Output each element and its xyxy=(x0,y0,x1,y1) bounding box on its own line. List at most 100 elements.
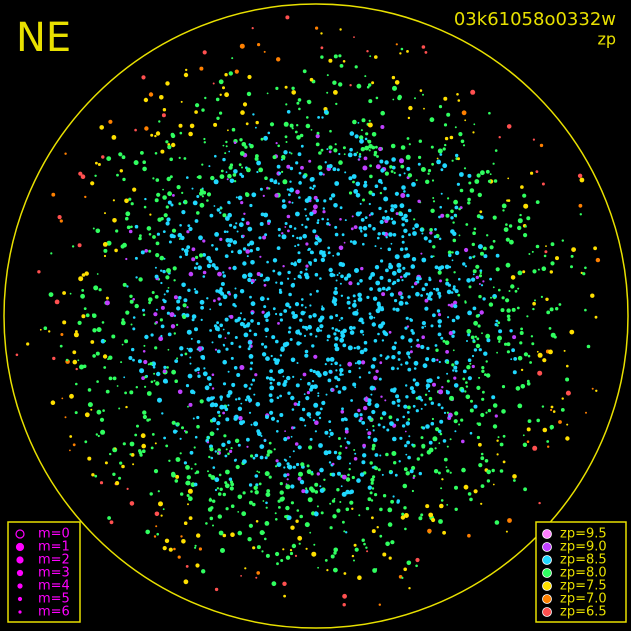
star xyxy=(412,378,416,382)
magnitude-label: m=1 xyxy=(38,540,70,555)
star xyxy=(78,276,84,282)
star xyxy=(416,280,420,284)
star xyxy=(473,348,478,352)
star xyxy=(160,269,163,272)
star xyxy=(436,157,439,160)
star xyxy=(354,547,359,552)
star xyxy=(507,317,511,322)
star xyxy=(415,409,419,413)
star xyxy=(522,270,526,274)
star xyxy=(121,343,124,346)
star xyxy=(298,171,302,175)
star xyxy=(456,93,459,96)
star xyxy=(498,329,503,334)
star xyxy=(399,203,405,209)
star xyxy=(472,131,475,134)
star xyxy=(201,187,204,190)
star xyxy=(183,72,189,78)
star xyxy=(465,223,469,226)
star xyxy=(374,55,378,59)
star xyxy=(405,384,408,387)
star xyxy=(212,499,216,503)
star xyxy=(194,463,197,466)
star xyxy=(97,163,101,166)
star xyxy=(162,378,168,384)
star xyxy=(333,547,339,553)
star xyxy=(100,429,106,435)
star xyxy=(418,471,422,476)
star xyxy=(339,282,342,285)
star xyxy=(203,367,206,370)
star xyxy=(361,321,365,325)
star xyxy=(211,417,217,423)
star xyxy=(496,439,499,442)
star xyxy=(378,206,382,211)
star xyxy=(336,274,339,276)
star xyxy=(236,230,239,233)
star xyxy=(115,229,119,233)
star xyxy=(391,451,397,456)
star xyxy=(361,421,366,425)
star xyxy=(364,137,368,141)
star xyxy=(552,410,556,413)
star xyxy=(314,430,317,433)
star xyxy=(229,223,233,227)
star xyxy=(230,356,234,360)
star xyxy=(303,393,306,395)
star xyxy=(427,172,430,175)
star xyxy=(349,84,352,87)
star xyxy=(485,169,490,174)
star xyxy=(428,390,431,393)
star xyxy=(219,237,223,241)
star xyxy=(176,299,181,304)
corner-label: NE xyxy=(16,15,71,61)
star xyxy=(563,349,566,352)
star xyxy=(241,511,247,517)
star xyxy=(291,408,295,411)
star xyxy=(542,358,547,363)
star xyxy=(217,492,222,496)
star xyxy=(391,75,396,80)
star xyxy=(393,171,396,174)
star xyxy=(256,160,261,166)
star xyxy=(506,308,511,313)
star xyxy=(282,375,285,378)
star xyxy=(505,237,510,242)
star xyxy=(75,382,78,386)
star xyxy=(289,187,294,193)
star xyxy=(237,397,241,401)
star xyxy=(285,505,290,511)
star xyxy=(43,326,48,331)
star xyxy=(184,352,188,356)
star xyxy=(229,314,234,319)
star xyxy=(347,361,353,367)
star xyxy=(327,251,331,255)
star xyxy=(375,280,381,286)
star xyxy=(482,280,485,283)
star xyxy=(477,422,482,427)
star xyxy=(180,100,183,103)
star xyxy=(522,434,525,437)
star xyxy=(356,360,362,365)
star xyxy=(546,440,550,443)
star xyxy=(421,45,426,49)
star xyxy=(209,213,214,218)
star xyxy=(196,415,200,420)
star xyxy=(286,462,290,466)
star xyxy=(506,314,511,319)
star xyxy=(476,337,480,341)
star xyxy=(523,233,528,238)
star xyxy=(450,216,454,220)
star xyxy=(197,346,203,352)
star xyxy=(438,442,441,445)
star xyxy=(305,242,309,246)
star xyxy=(449,395,454,401)
star xyxy=(351,507,354,510)
star xyxy=(123,376,126,379)
star xyxy=(472,273,475,276)
star xyxy=(230,482,235,487)
star xyxy=(300,165,304,170)
star xyxy=(384,171,389,176)
star xyxy=(405,316,409,320)
star xyxy=(282,342,288,348)
